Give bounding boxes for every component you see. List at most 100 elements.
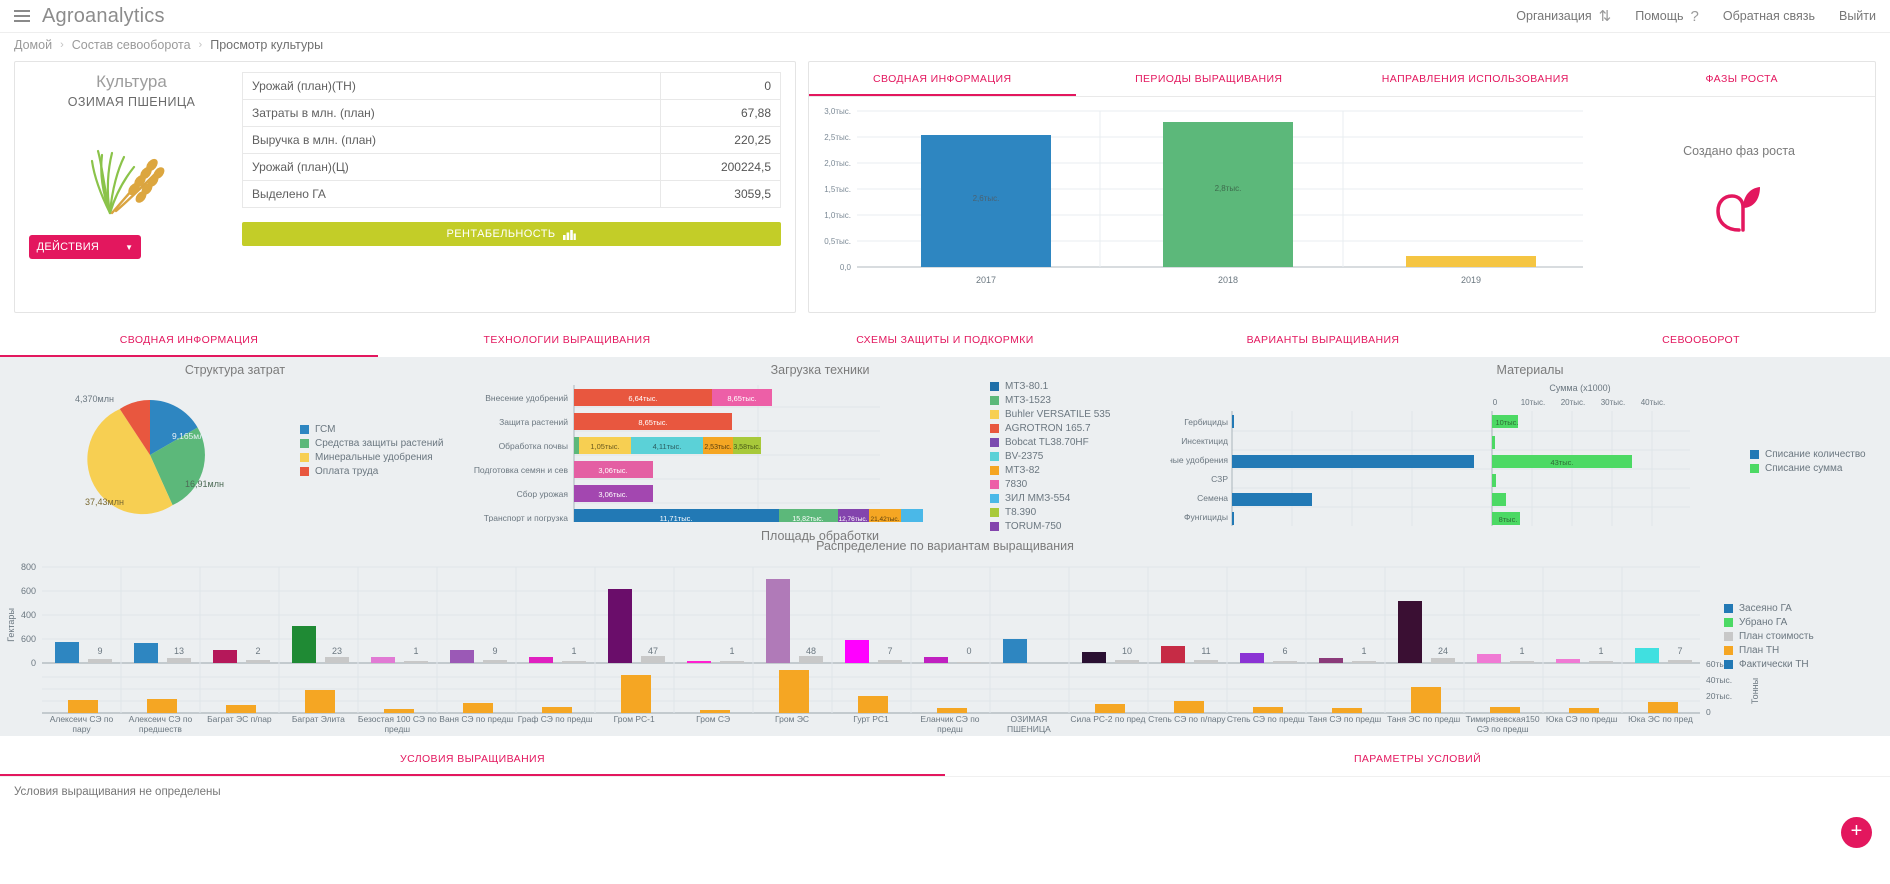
legend-label: МТЗ-80.1 xyxy=(1005,381,1049,392)
tab-crop-rotation[interactable]: СЕВООБОРОТ xyxy=(1662,334,1740,346)
condition-tabs: УСЛОВИЯ ВЫРАЩИВАНИЯ ПАРАМЕТРЫ УСЛОВИЙ xyxy=(0,742,1890,776)
tab-bottom-summary[interactable]: СВОДНАЯ ИНФОРМАЦИЯ xyxy=(0,323,378,357)
add-button[interactable]: + xyxy=(1841,817,1872,848)
kpi-value: 3059,5 xyxy=(660,180,781,208)
legend-item: ГСМ xyxy=(300,424,443,435)
svg-text:1: 1 xyxy=(1519,646,1524,656)
tab-growing-periods[interactable]: ПЕРИОДЫ ВЫРАЩИВАНИЯ xyxy=(1135,73,1283,85)
svg-text:2: 2 xyxy=(255,646,260,656)
legend-item: 7830 xyxy=(990,479,1110,490)
tab-growth-phases[interactable]: ФАЗЫ РОСТА xyxy=(1705,73,1778,85)
legend-swatch xyxy=(300,467,309,476)
svg-text:60тыс.: 60тыс. xyxy=(1706,659,1732,669)
tab-condition-parameters[interactable]: ПАРАМЕТРЫ УСЛОВИЙ xyxy=(1353,753,1482,765)
tab-growing-variants[interactable]: ВАРИАНТЫ ВЫРАЩИВАНИЯ xyxy=(1246,334,1400,346)
category-label: Еланчик СЭ по предш xyxy=(920,714,980,734)
tab-growing-conditions[interactable]: УСЛОВИЯ ВЫРАЩИВАНИЯ xyxy=(0,742,945,776)
legend-item: Списание сумма xyxy=(1750,463,1866,474)
category-label: Гурт РС1 xyxy=(853,714,889,724)
category-label: Тимирязевская150 СЭ по предш xyxy=(1465,714,1540,734)
svg-text:1: 1 xyxy=(571,646,576,656)
svg-text:Тонны: Тонны xyxy=(1750,678,1760,704)
category-label: Степь СЭ по п/пару xyxy=(1148,714,1226,724)
materials-title: Материалы xyxy=(1496,363,1564,377)
legend-item: ЗИЛ ММЗ-554 xyxy=(990,493,1110,504)
breadcrumb-item-rotation[interactable]: Состав севооборота xyxy=(71,38,191,52)
svg-text:2,8тыс.: 2,8тыс. xyxy=(1215,184,1242,193)
svg-text:40тыс.: 40тыс. xyxy=(1641,398,1666,407)
svg-text:400: 400 xyxy=(21,610,36,620)
svg-text:15,82тыс.: 15,82тыс. xyxy=(792,516,823,522)
hamburger-icon[interactable] xyxy=(14,7,30,25)
svg-text:37,43млн: 37,43млн xyxy=(85,497,124,507)
top-nav: Организация ⇅ Помощь ? Обратная связь Вы… xyxy=(1516,7,1876,26)
legend-label: AGROTRON 165.7 xyxy=(1005,423,1091,434)
nav-logout[interactable]: Выйти xyxy=(1839,9,1876,23)
legend-label: Убрано ГА xyxy=(1739,617,1788,628)
legend-label: TORUM-750 xyxy=(1005,521,1062,532)
materials-chart: Материалы Сумма (x1000) 0 10тыс. 20тыс. 30… xyxy=(1170,363,1890,543)
category-label: Ваня СЭ по предш xyxy=(439,714,514,724)
legend-label: ГСМ xyxy=(315,424,336,435)
svg-text:3,06тыс.: 3,06тыс. xyxy=(598,466,627,475)
legend-item: МТЗ-82 xyxy=(990,465,1110,476)
tab-protection-schemes[interactable]: СХЕМЫ ЗАЩИТЫ И ПОДКОРМКИ xyxy=(856,334,1034,346)
kpi-value: 200224,5 xyxy=(660,153,781,181)
nav-help[interactable]: Помощь ? xyxy=(1635,8,1699,25)
svg-text:7: 7 xyxy=(887,646,892,656)
svg-text:600: 600 xyxy=(21,634,36,644)
legend-label: Buhler VERSATILE 535 xyxy=(1005,409,1111,420)
legend-item: Т8.390 xyxy=(990,507,1110,518)
kpi-value: 220,25 xyxy=(660,126,781,154)
legend-item: Засеяно ГА xyxy=(1724,603,1814,614)
legend-item: BV-2375 xyxy=(990,451,1110,462)
legend-swatch xyxy=(300,425,309,434)
top-row: Культура ОЗИМАЯ ПШЕНИЦА xyxy=(0,57,1890,313)
conditions-note: Условия выращивания не определены xyxy=(0,776,1890,807)
chevron-right-icon: › xyxy=(198,39,203,51)
category-label: Гром СЭ xyxy=(696,714,731,724)
svg-text:Подготовка семян и сев: Подготовка семян и сев xyxy=(474,465,569,475)
breadcrumb-item-home[interactable]: Домой xyxy=(14,38,53,52)
variants-distribution-chart: Распределение по вариантам выращивания Г… xyxy=(0,539,1890,734)
actions-button[interactable]: ДЕЙСТВИЯ ▼ xyxy=(29,235,141,259)
nav-feedback[interactable]: Обратная связь xyxy=(1723,9,1815,23)
kpi-value: 67,88 xyxy=(660,99,781,127)
svg-text:4,370млн: 4,370млн xyxy=(75,394,114,404)
svg-text:8,65тыс.: 8,65тыс. xyxy=(638,418,667,427)
svg-text:0: 0 xyxy=(31,658,36,668)
svg-text:30тыс.: 30тыс. xyxy=(1601,398,1626,407)
table-row: Выделено ГА 3059,5 xyxy=(242,180,781,208)
svg-text:1,0тыс.: 1,0тыс. xyxy=(824,211,851,220)
svg-text:20тыс.: 20тыс. xyxy=(1561,398,1586,407)
svg-text:6: 6 xyxy=(1282,646,1287,656)
svg-text:23: 23 xyxy=(332,646,342,656)
svg-text:Гербициды: Гербициды xyxy=(1184,417,1228,427)
profitability-button[interactable]: РЕНТАБЕЛЬНОСТЬ xyxy=(242,222,781,246)
wheat-illustration-icon xyxy=(90,149,164,215)
svg-text:10: 10 xyxy=(1122,646,1132,656)
legend-label: Средства защиты растений xyxy=(315,438,444,449)
svg-text:2017: 2017 xyxy=(976,275,996,285)
svg-text:6,64тыс.: 6,64тыс. xyxy=(628,394,657,403)
nav-organization[interactable]: Организация ⇅ xyxy=(1516,7,1611,25)
tab-usage-directions[interactable]: НАПРАВЛЕНИЯ ИСПОЛЬЗОВАНИЯ xyxy=(1381,73,1569,85)
svg-text:20тыс.: 20тыс. xyxy=(1706,691,1732,701)
svg-text:2,53тыс.: 2,53тыс. xyxy=(704,444,731,451)
tab-growing-technologies[interactable]: ТЕХНОЛОГИИ ВЫРАЩИВАНИЯ xyxy=(483,334,651,346)
svg-text:Транспорт и погрузка: Транспорт и погрузка xyxy=(484,513,568,522)
svg-text:600: 600 xyxy=(21,586,36,596)
variants-title: Распределение по вариантам выращивания xyxy=(816,539,1074,553)
svg-text:2,6тыс.: 2,6тыс. xyxy=(973,194,1000,203)
svg-text:4,11тыс.: 4,11тыс. xyxy=(653,442,682,451)
svg-text:0,5тыс.: 0,5тыс. xyxy=(824,237,851,246)
kpi-label: Затраты в млн. (план) xyxy=(242,99,661,127)
cost-structure-pie: 4,370млн 9,165млн 16,91млн 37,43млн xyxy=(75,394,224,515)
yearly-bar-chart: 3,0тыс. 2,5тыс. 2,0тыс. 1,5тыс. 1,0тыс. … xyxy=(824,107,1583,285)
legend-item: Оплата труда xyxy=(300,466,443,477)
svg-text:2018: 2018 xyxy=(1218,275,1238,285)
tab-summary[interactable]: СВОДНАЯ ИНФОРМАЦИЯ xyxy=(809,62,1076,96)
category-label: Гром РС-1 xyxy=(613,714,655,724)
svg-text:3,06тыс.: 3,06тыс. xyxy=(598,490,627,499)
legend-item: Фактически ТН xyxy=(1724,659,1814,670)
